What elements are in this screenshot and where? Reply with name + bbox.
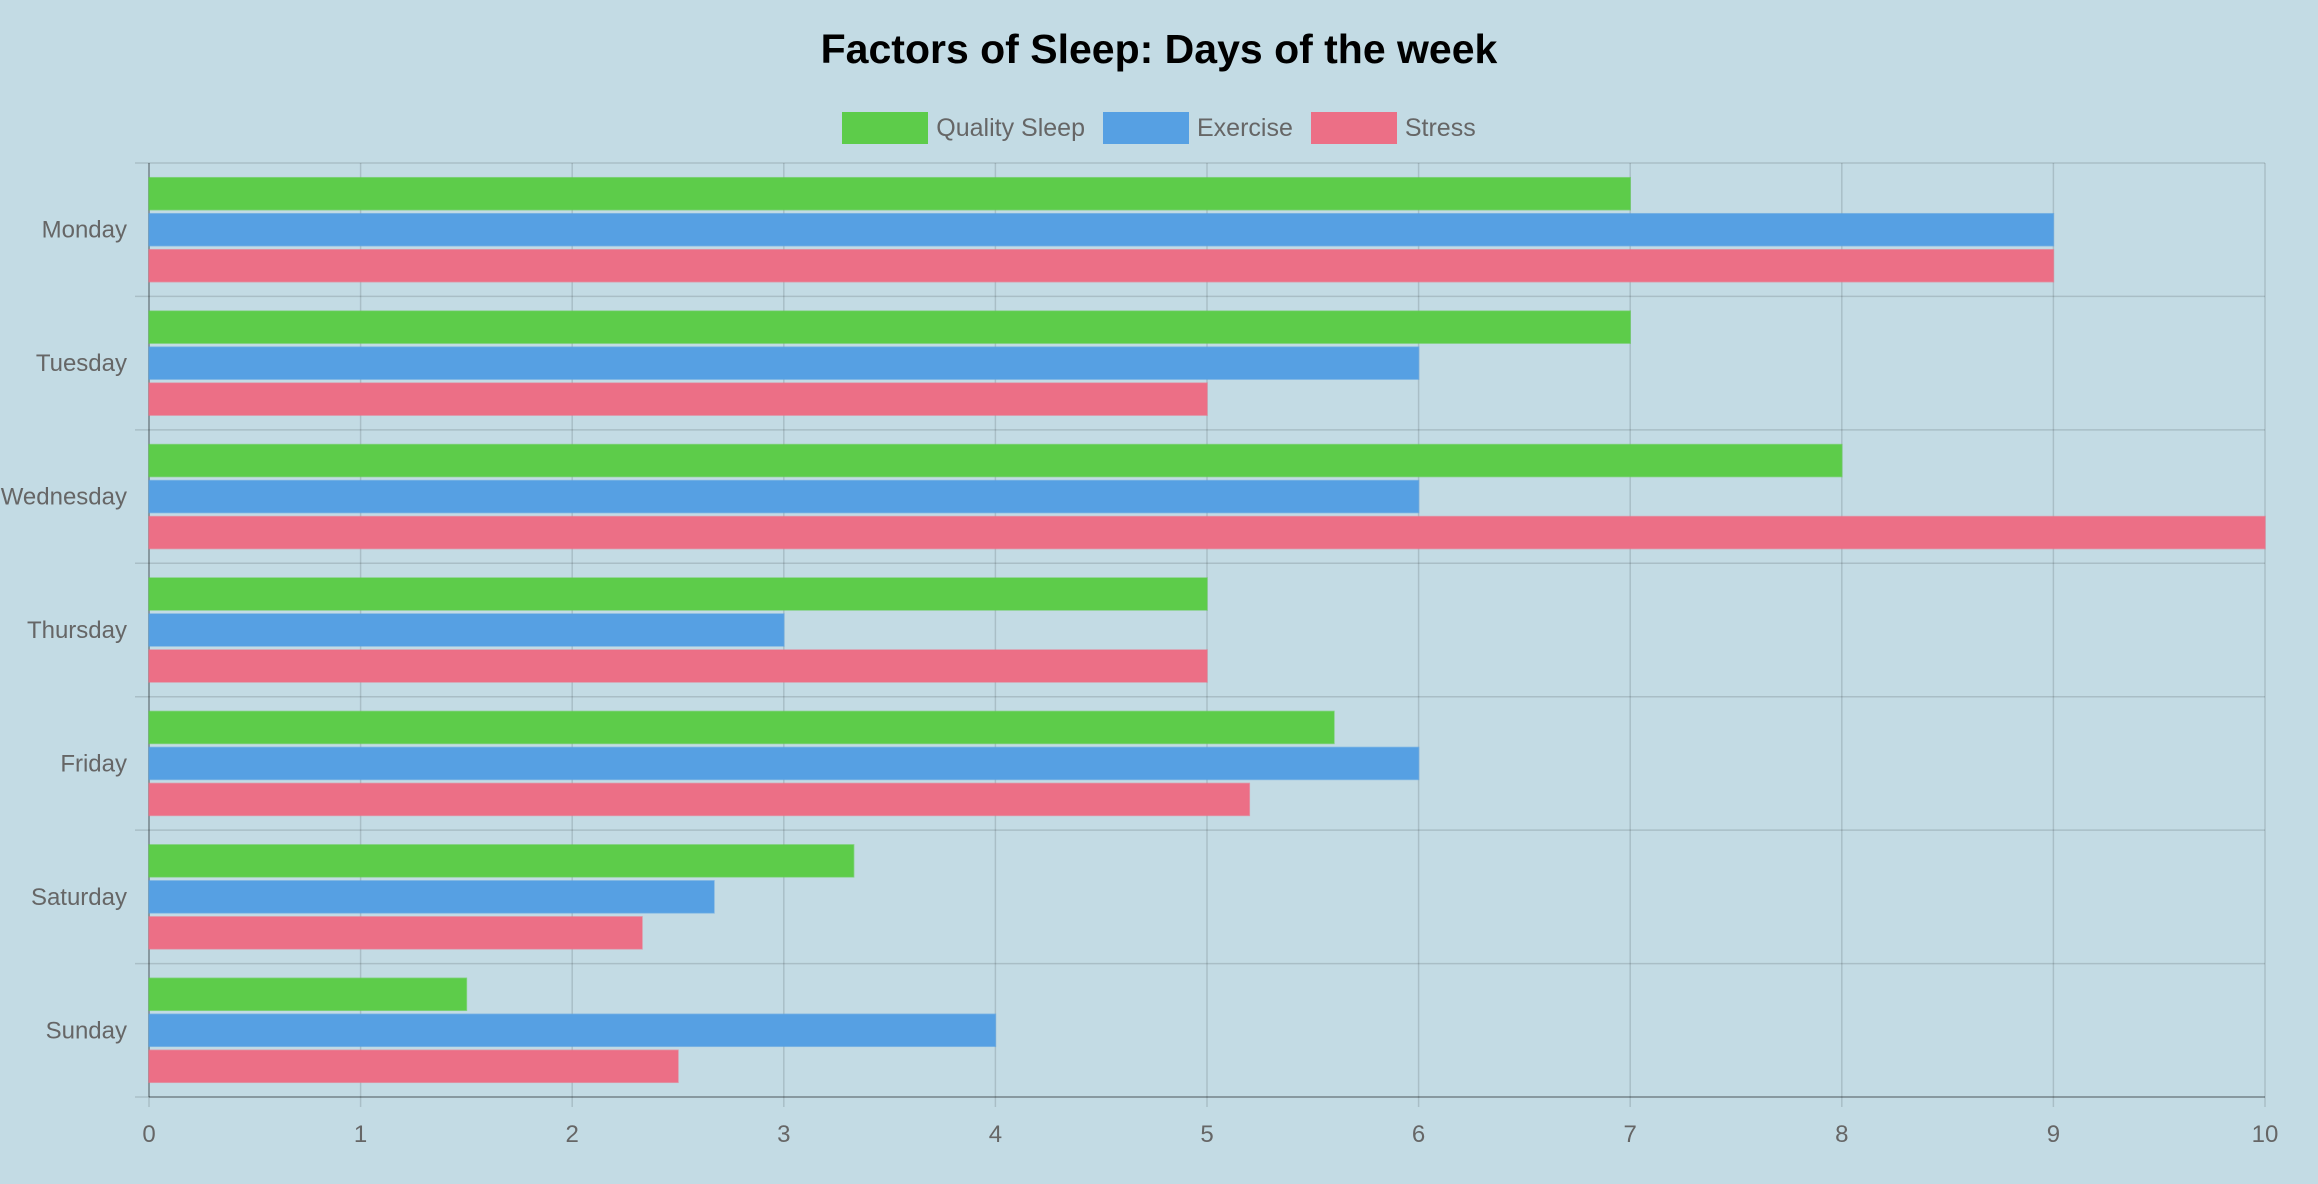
bar-thursday-quality-sleep (148, 577, 1208, 611)
x-tick-label-2: 2 (566, 1121, 579, 1148)
bar-monday-quality-sleep (148, 176, 1631, 211)
legend-swatch-exercise (1102, 112, 1189, 144)
x-tick-label-9: 9 (2047, 1121, 2060, 1148)
bar-saturday-exercise (148, 880, 715, 914)
bar-friday-stress (148, 782, 1251, 817)
legend-item-stress[interactable]: Stress (1310, 112, 1476, 144)
legend-label-exercise: Exercise (1196, 113, 1293, 142)
x-tick-label-10: 10 (2252, 1121, 2279, 1148)
bar-monday-stress (148, 248, 2055, 283)
y-tick-label-friday: Friday (60, 750, 127, 777)
bar-tuesday-exercise (148, 346, 1420, 380)
bar-tuesday-quality-sleep (148, 310, 1631, 344)
bar-saturday-stress (148, 916, 643, 950)
bar-wednesday-stress (148, 515, 2266, 550)
x-tick-label-0: 0 (142, 1121, 155, 1148)
bar-wednesday-quality-sleep (148, 443, 1843, 478)
bar-sunday-exercise (148, 1013, 997, 1048)
y-tick-label-saturday: Saturday (31, 884, 127, 911)
bar-friday-quality-sleep (148, 710, 1335, 745)
bar-thursday-exercise (148, 613, 785, 647)
y-tick-label-tuesday: Tuesday (36, 350, 127, 377)
bar-friday-exercise (148, 746, 1420, 781)
x-tick-label-6: 6 (1412, 1121, 1425, 1148)
bar-tuesday-stress (148, 382, 1208, 416)
bar-thursday-stress (148, 649, 1208, 683)
bar-sunday-quality-sleep (148, 977, 468, 1012)
y-tick-label-monday: Monday (42, 217, 127, 244)
x-tick-label-3: 3 (777, 1121, 790, 1148)
y-tick-label-wednesday: Wednesday (1, 484, 127, 511)
legend: Quality Sleep Exercise Stress (0, 112, 2318, 144)
x-tick-label-8: 8 (1835, 1121, 1848, 1148)
x-tick-label-7: 7 (1624, 1121, 1637, 1148)
bar-saturday-quality-sleep (148, 844, 855, 878)
x-tick-label-5: 5 (1200, 1121, 1213, 1148)
x-tick-label-4: 4 (989, 1121, 1002, 1148)
legend-label-stress: Stress (1404, 113, 1476, 142)
chart-title: Factors of Sleep: Days of the week (820, 26, 1498, 72)
bar-monday-exercise (148, 212, 2055, 247)
x-tick-label-1: 1 (354, 1121, 367, 1148)
bar-sunday-stress (148, 1049, 679, 1084)
y-tick-label-thursday: Thursday (27, 617, 127, 644)
legend-label-quality-sleep: Quality Sleep (936, 113, 1085, 142)
legend-item-quality-sleep[interactable]: Quality Sleep (842, 112, 1085, 144)
bar-wednesday-exercise (148, 479, 1420, 514)
legend-swatch-stress (1310, 112, 1397, 144)
legend-swatch-quality-sleep (842, 112, 929, 144)
y-tick-label-sunday: Sunday (46, 1017, 127, 1044)
legend-item-exercise[interactable]: Exercise (1102, 112, 1293, 144)
